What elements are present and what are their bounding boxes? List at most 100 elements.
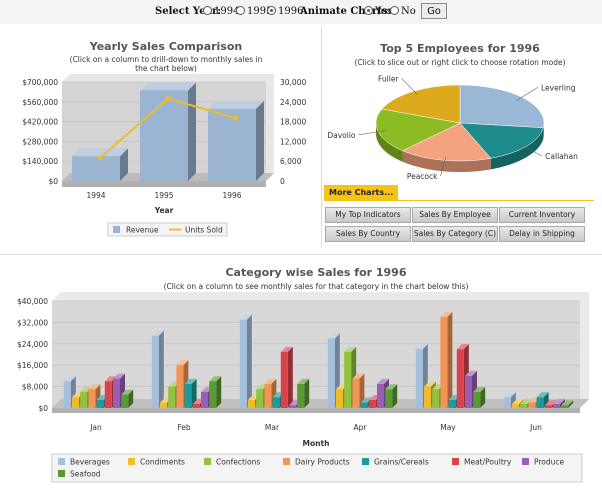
animate-yes-radio[interactable] — [364, 6, 373, 15]
yearly-y2-tick-label: 18,000 — [280, 118, 306, 127]
category-bar-beverages[interactable] — [151, 330, 164, 408]
revenue-bar-side — [120, 148, 128, 181]
legend-grains-cereals-label: Grains/Cereals — [374, 458, 429, 467]
category-bar-beverages-top — [415, 344, 428, 350]
category-bar-beverages-side — [158, 330, 164, 408]
category-bar-seafood[interactable] — [121, 389, 134, 408]
category-bar-seafood-front — [473, 391, 481, 408]
yearly-y-tick-label: $0 — [48, 177, 58, 186]
category-bar-dairy-products[interactable] — [352, 373, 365, 408]
category-plot-base — [52, 408, 580, 413]
revenue-bar[interactable] — [72, 148, 128, 181]
category-bar-produce-top — [553, 398, 565, 404]
sales-by-category-button[interactable]: Sales By Category (C) — [412, 226, 498, 242]
category-bar-dairy-products-front — [88, 389, 96, 408]
revenue-legend-swatch — [113, 226, 120, 233]
category-bar-condiments-front — [160, 402, 167, 408]
category-y-tick-label: $40,000 — [17, 297, 48, 306]
year-1995-radio[interactable] — [236, 6, 245, 15]
yearly-plot-base — [62, 181, 266, 187]
category-bar-beverages[interactable] — [239, 314, 252, 408]
delay-in-shipping-button[interactable]: Delay in Shipping — [499, 226, 585, 242]
category-y-tick-label: $8,000 — [22, 383, 48, 392]
category-x-tick-label: Jan — [89, 423, 102, 432]
category-bar-seafood-side — [128, 389, 134, 408]
go-button[interactable]: Go — [421, 3, 447, 19]
category-bar-dairy-products-top — [352, 373, 365, 379]
revenue-bar[interactable] — [208, 100, 264, 181]
category-bar-produce-top — [113, 373, 125, 379]
category-bar-produce-front — [465, 375, 472, 408]
legend-confections-label: Confections — [216, 458, 260, 467]
yearly-y-tick-label: $700,000 — [22, 78, 58, 87]
pie-label-connector — [516, 87, 539, 101]
year-1994-radio[interactable] — [203, 6, 212, 15]
revenue-bar-front — [208, 108, 256, 181]
legend-dairy-products-label: Dairy Products — [295, 458, 350, 467]
revenue-bar-side — [188, 82, 196, 181]
revenue-bar[interactable] — [140, 82, 196, 181]
sales-by-country-button[interactable]: Sales By Country — [325, 226, 411, 242]
panel-divider-horizontal — [0, 254, 602, 255]
pie-slice-side — [543, 123, 544, 139]
category-bar-meat-poultry-front — [544, 405, 552, 408]
category-bar-grains-cereals[interactable] — [184, 378, 197, 408]
category-bar-dairy-products[interactable] — [440, 312, 453, 408]
yearly-y2-tick-label: 30,000 — [280, 78, 306, 87]
category-bar-meat-poultry-top — [104, 376, 117, 382]
category-bar-produce-front — [289, 405, 296, 408]
legend-meat-poultry-label: Meat/Poultry — [464, 458, 512, 467]
pie-slice-leverling[interactable] — [459, 84, 545, 129]
current-inventory-button[interactable]: Current Inventory — [499, 207, 585, 223]
category-bar-seafood[interactable] — [385, 384, 398, 408]
category-bar-seafood[interactable] — [473, 386, 486, 408]
pie-slice-callahan[interactable] — [459, 122, 544, 159]
category-x-tick-label: May — [440, 423, 456, 432]
yearly-y-tick-label: $560,000 — [22, 98, 58, 107]
revenue-bar-front — [72, 156, 120, 181]
year-1994-label[interactable]: 1994 — [214, 6, 240, 17]
category-bar-grains-cereals-side — [191, 378, 197, 408]
more-charts-header: More Charts... — [324, 185, 398, 200]
year-1996-label[interactable]: 1996 — [278, 6, 304, 17]
category-bar-beverages-front — [327, 338, 335, 408]
animate-no-label[interactable]: No — [401, 6, 416, 17]
category-bar-grains-cereals-front — [96, 399, 104, 408]
year-1996-radio[interactable] — [267, 6, 276, 15]
pie-slice-fuller[interactable] — [381, 84, 461, 124]
category-bar-grains-cereals-front — [536, 397, 544, 408]
category-bar-beverages-front — [415, 349, 423, 408]
category-bar-seafood[interactable] — [561, 400, 574, 408]
sales-by-employee-button[interactable]: Sales By Employee — [412, 207, 498, 223]
yearly-chart-title: Yearly Sales Comparison — [89, 40, 243, 53]
legend-produce-label: Produce — [534, 458, 565, 467]
panel-divider-vertical — [321, 26, 322, 248]
year-1995-label[interactable]: 1995 — [247, 6, 273, 17]
units-sold-point — [165, 96, 171, 101]
category-bar-condiments-front — [336, 389, 343, 408]
category-x-tick-label: Jun — [529, 423, 542, 432]
units-sold-point — [97, 155, 103, 161]
category-bar-seafood-front — [297, 383, 305, 408]
pie-label-connector — [401, 78, 418, 95]
category-y-tick-label: $16,000 — [17, 361, 48, 370]
category-bar-meat-poultry[interactable] — [280, 346, 293, 408]
category-bar-dairy-products-top — [264, 378, 277, 384]
yearly-x-tick-label: 1996 — [222, 191, 241, 200]
category-bar-seafood[interactable] — [209, 376, 222, 408]
category-bar-meat-poultry-top — [280, 346, 293, 352]
category-bar-beverages-front — [503, 397, 511, 408]
yearly-x-tick-label: 1995 — [154, 191, 173, 200]
category-bar-seafood-top — [297, 378, 310, 384]
category-bar-dairy-products-front — [352, 378, 360, 408]
category-bar-produce-top — [465, 370, 477, 376]
category-bar-grains-cereals-front — [360, 402, 368, 408]
category-x-tick-label: Apr — [354, 423, 368, 432]
category-bar-dairy-products-top — [176, 360, 189, 366]
animate-yes-label[interactable]: Yes — [375, 6, 392, 17]
pie-label-connector — [519, 143, 543, 157]
animate-no-radio[interactable] — [390, 6, 399, 15]
pie-slice-peacock[interactable] — [401, 122, 492, 162]
my-top-indicators-button[interactable]: My Top Indicators — [325, 207, 411, 223]
category-bar-seafood[interactable] — [297, 378, 310, 408]
